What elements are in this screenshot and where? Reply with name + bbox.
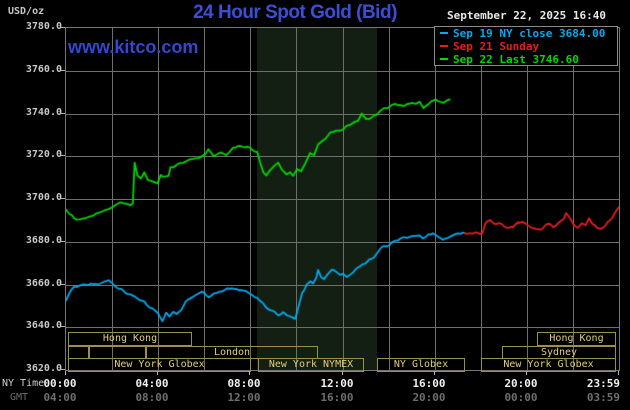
x-axis-ny-time-label: 23:59	[586, 377, 620, 390]
x-axis-gmt-label: 04:00	[43, 391, 77, 404]
y-axis-tick-label: 3780.0	[25, 21, 62, 32]
plot-area: Hong KongHong KongLondonSydneyNew York G…	[65, 27, 620, 372]
y-axis-tick-label: 3680.0	[25, 235, 62, 246]
legend-label: Sep 21 Sunday	[453, 40, 540, 53]
ny-time-axis-label: NY Time	[2, 378, 45, 389]
x-axis-gmt-label: 16:00	[320, 391, 354, 404]
legend-label: Sep 19 NY close 3684.00	[453, 27, 606, 40]
price-series-canvas	[66, 28, 619, 370]
x-axis-ny-time-label: 16:00	[412, 377, 446, 390]
chart-datetime: September 22, 2025 16:40	[447, 9, 606, 22]
y-axis-tick-mark	[61, 284, 65, 285]
x-axis-ny-time-label: 00:00	[43, 377, 77, 390]
x-axis-ny-time-label: 04:00	[135, 377, 169, 390]
y-axis-tick-mark	[61, 70, 65, 71]
y-axis-tick-mark	[61, 241, 65, 242]
y-axis-tick-mark	[61, 198, 65, 199]
x-axis-tick-mark	[157, 371, 158, 375]
x-axis-ny-time-label: 12:00	[320, 377, 354, 390]
y-axis-tick-mark	[61, 326, 65, 327]
legend-bullet	[440, 58, 448, 60]
y-axis-tick-mark	[61, 113, 65, 114]
legend-label: Sep 22 Last 3746.60	[453, 53, 579, 66]
legend-item-1: Sep 21 Sunday	[435, 40, 617, 53]
gmt-axis-label: GMT	[10, 392, 29, 403]
x-axis-gmt-label: 03:59	[586, 391, 620, 404]
y-axis-tick-mark	[61, 369, 65, 370]
y-axis-tick-label: 3660.0	[25, 278, 62, 289]
kitco-watermark-link[interactable]: www.kitco.com	[68, 37, 199, 57]
legend-bullet	[440, 32, 448, 34]
y-axis-tick-mark	[61, 27, 65, 28]
x-axis-tick-mark	[249, 371, 250, 375]
y-axis-tick-mark	[61, 155, 65, 156]
x-axis-gmt-label: 12:00	[227, 391, 261, 404]
y-axis-tick-label: 3740.0	[25, 107, 62, 118]
y-axis-tick-label: 3700.0	[25, 192, 62, 203]
y-axis-unit-label: USD/oz	[8, 6, 45, 17]
chart-title: 24 Hour Spot Gold (Bid)	[193, 2, 397, 23]
y-axis-tick-label: 3620.0	[25, 363, 62, 374]
y-axis-tick-label: 3720.0	[25, 149, 62, 160]
x-axis-gmt-label: 00:00	[504, 391, 538, 404]
x-axis-tick-mark	[342, 371, 343, 375]
y-axis-tick-label: 3760.0	[25, 64, 62, 75]
x-axis-gmt-label: 08:00	[135, 391, 169, 404]
x-axis-tick-mark	[618, 371, 619, 375]
legend-item-0: Sep 19 NY close 3684.00	[435, 27, 617, 40]
x-axis-ny-time-label: 08:00	[227, 377, 261, 390]
x-axis-tick-mark	[65, 371, 66, 375]
x-axis-gmt-label: 20:00	[412, 391, 446, 404]
legend-bullet	[440, 45, 448, 47]
legend-item-2: Sep 22 Last 3746.60	[435, 53, 617, 66]
x-axis-tick-mark	[434, 371, 435, 375]
x-axis-tick-mark	[526, 371, 527, 375]
y-axis-tick-label: 3640.0	[25, 320, 62, 331]
legend-box: Sep 19 NY close 3684.00 Sep 21 Sunday Sep …	[434, 26, 618, 66]
x-axis-ny-time-label: 20:00	[504, 377, 538, 390]
